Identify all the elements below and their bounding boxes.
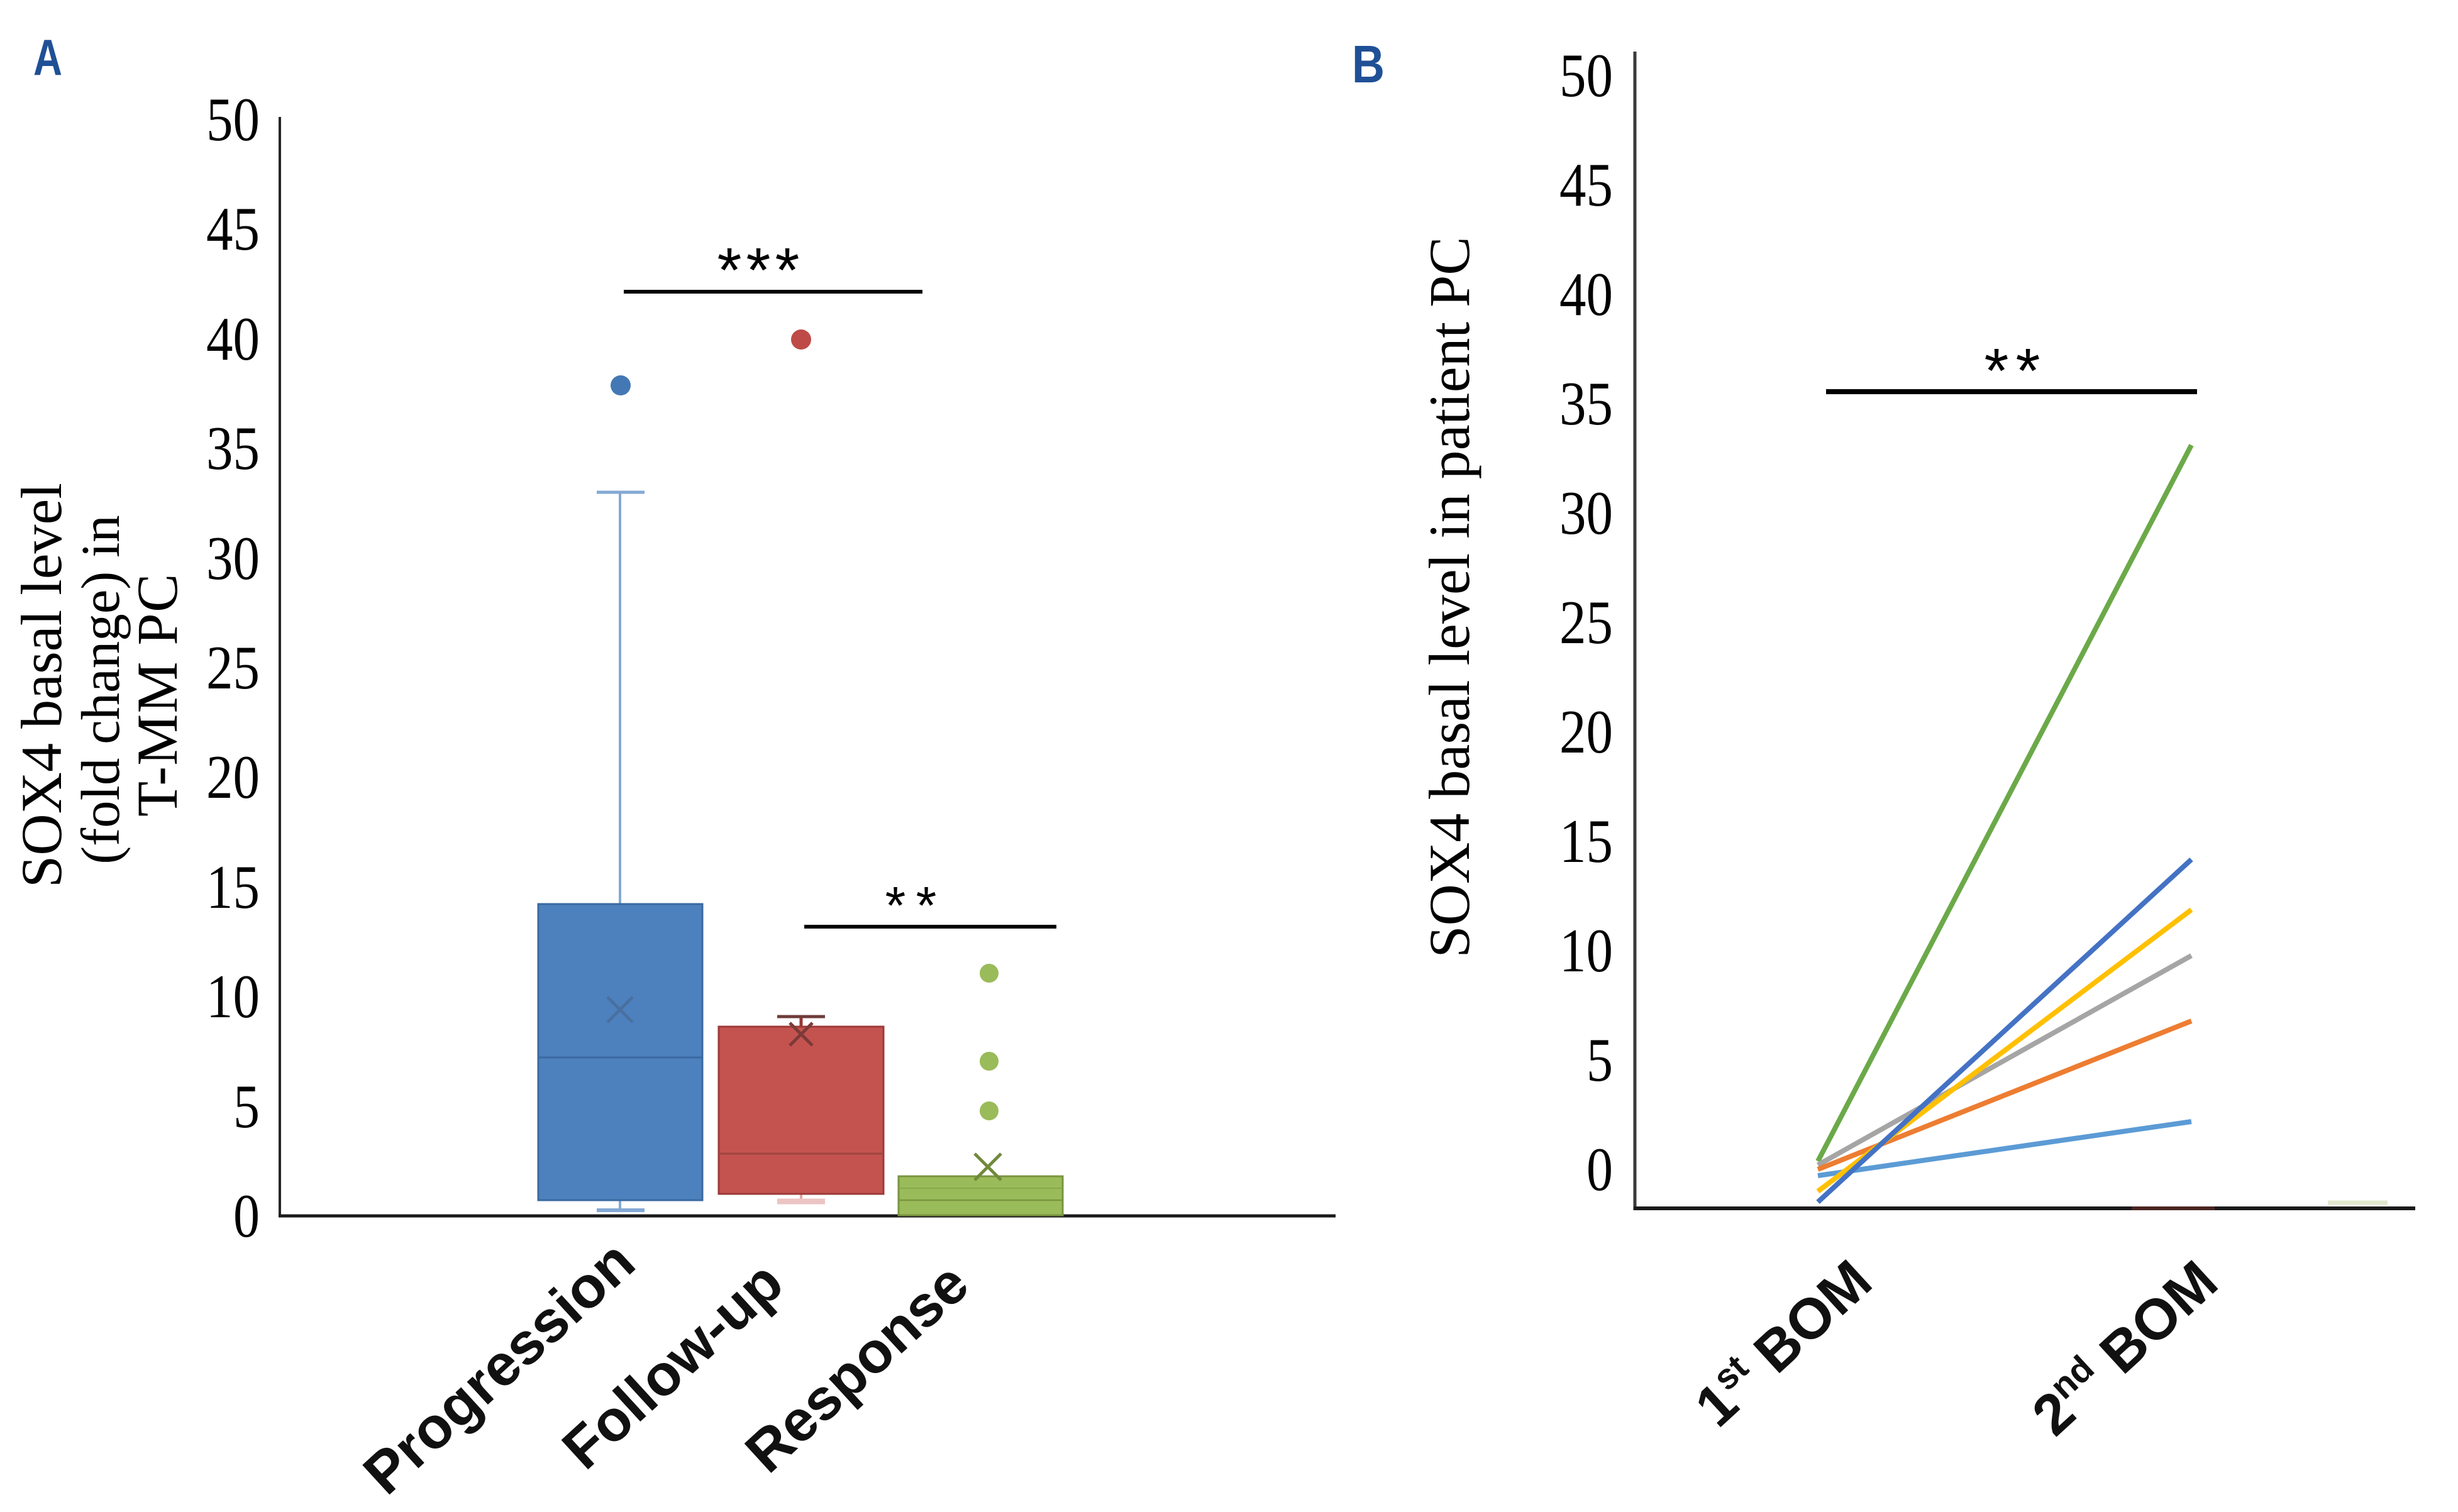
svg-text:50: 50 [1559,41,1613,110]
svg-text:30: 30 [206,524,260,593]
svg-text:*: * [885,876,906,935]
svg-text:35: 35 [1559,370,1613,438]
svg-text:25: 25 [1559,588,1613,657]
svg-text:20: 20 [206,743,260,812]
svg-text:0: 0 [1586,1135,1613,1204]
svg-text:35: 35 [206,414,260,483]
svg-text:*: * [717,235,742,306]
svg-text:(fold change) in: (fold change) in [70,515,131,864]
svg-text:B: B [1352,35,1385,94]
svg-text:15: 15 [1559,807,1613,876]
svg-text:A: A [33,30,62,86]
svg-text:5: 5 [1586,1026,1613,1095]
svg-text:25: 25 [206,634,260,702]
svg-text:*: * [775,235,800,306]
svg-text:50: 50 [206,86,260,154]
svg-text:20: 20 [1559,698,1613,766]
svg-text:45: 45 [206,195,260,263]
svg-text:10: 10 [1559,917,1613,985]
svg-text:*: * [916,876,937,935]
svg-text:0: 0 [233,1182,260,1250]
svg-text:*: * [2016,336,2040,406]
svg-text:SOX4 basal level in patient PC: SOX4 basal level in patient PC [1417,236,1481,957]
svg-text:SOX4 basal level: SOX4 basal level [9,483,74,888]
svg-text:40: 40 [206,305,260,373]
svg-text:10: 10 [206,963,260,1031]
svg-text:30: 30 [1559,479,1613,548]
svg-text:*: * [746,235,771,306]
svg-text:45: 45 [1559,151,1613,219]
svg-text:T-MM PC: T-MM PC [125,573,189,817]
svg-text:15: 15 [206,853,260,922]
svg-text:5: 5 [233,1073,260,1141]
svg-text:40: 40 [1559,260,1613,329]
svg-text:*: * [1985,336,2009,406]
